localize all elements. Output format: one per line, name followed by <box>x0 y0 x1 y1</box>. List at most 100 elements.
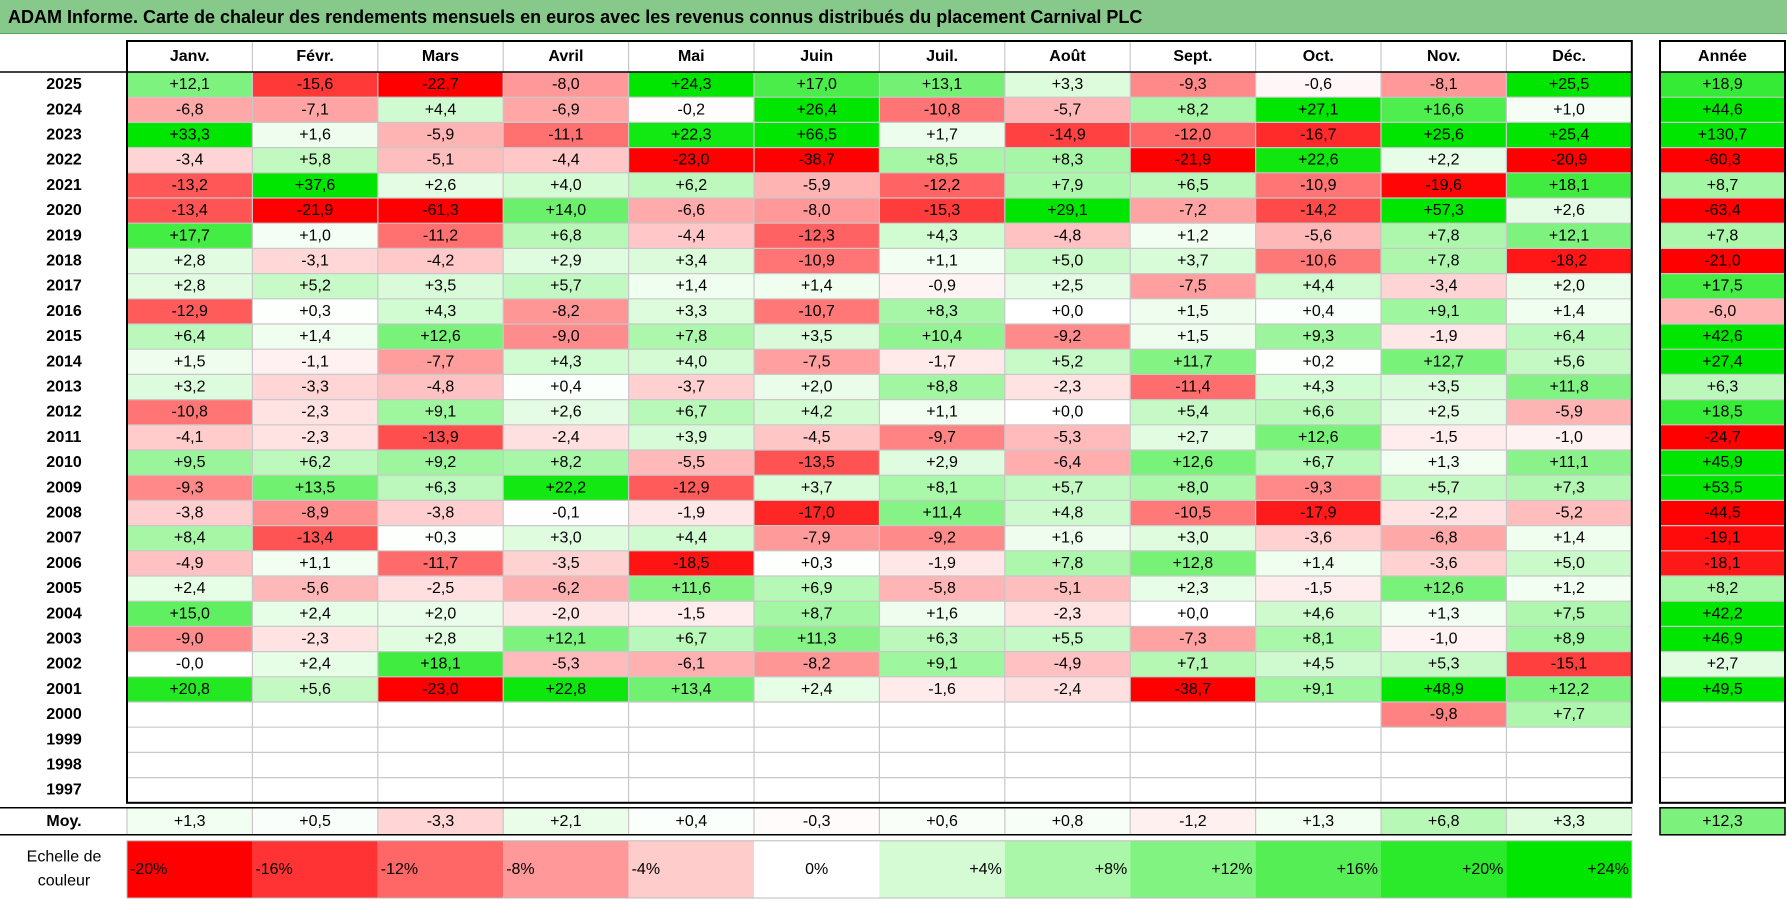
heatmap-cell <box>1381 147 1507 173</box>
year-label: 2000 <box>46 706 82 723</box>
heatmap-cell <box>879 777 1005 803</box>
cell-value: +12,8 <box>1173 555 1214 572</box>
scale-swatch <box>879 840 1005 898</box>
heatmap-cell <box>1004 727 1131 753</box>
heatmap-cell <box>628 97 754 123</box>
heatmap-cell <box>754 475 880 501</box>
year-label: 2022 <box>46 152 82 169</box>
cell-value: -8,0 <box>803 202 831 219</box>
annual-cell <box>1660 702 1785 728</box>
cell-value: +5,7 <box>1052 479 1084 496</box>
heatmap-cell <box>1255 298 1381 324</box>
annual-value: -60,3 <box>1704 152 1741 169</box>
scale-value: -4% <box>632 861 660 878</box>
heatmap-cell <box>252 273 378 299</box>
cell-value: +2,8 <box>174 253 206 270</box>
year-label: 2011 <box>47 429 82 446</box>
cell-value: +1,7 <box>926 127 958 144</box>
cell-value: -3,1 <box>301 253 329 270</box>
heatmap-cell <box>377 550 504 576</box>
heatmap-cell <box>1381 223 1507 249</box>
heatmap-cell <box>1255 349 1381 375</box>
cell-value: -38,7 <box>798 152 835 169</box>
heatmap-cell <box>1255 676 1381 702</box>
cell-value: -8,1 <box>1430 76 1458 93</box>
heatmap-cell <box>1255 248 1381 274</box>
heatmap-cell <box>252 122 378 148</box>
heatmap-cell <box>1381 172 1507 198</box>
heatmap-cell <box>1506 97 1632 123</box>
average-cell <box>377 807 504 835</box>
heatmap-cell <box>879 248 1005 274</box>
annual-value: -24,7 <box>1704 429 1741 446</box>
heatmap-cell <box>1255 399 1381 425</box>
heatmap-cell <box>1130 399 1256 425</box>
heatmap-cell <box>1381 273 1507 299</box>
annual-cell <box>1660 172 1785 198</box>
cell-value: -11,1 <box>548 127 583 144</box>
heatmap-cell <box>1004 777 1131 803</box>
cell-value: +1,6 <box>1052 530 1084 547</box>
heatmap-cell <box>252 626 378 652</box>
heatmap-cell <box>1506 500 1632 526</box>
heatmap-cell <box>503 752 629 778</box>
heatmap-cell <box>377 601 504 627</box>
cell-value: -10,9 <box>798 253 835 270</box>
heatmap-cell <box>754 374 880 400</box>
cell-value: -5,9 <box>803 177 831 194</box>
scale-value: 0% <box>805 861 828 878</box>
heatmap-cell <box>503 349 629 375</box>
heatmap-cell <box>127 676 253 702</box>
cell-value: +12,1 <box>169 76 210 93</box>
heatmap-cell <box>503 550 629 576</box>
heatmap-cell <box>252 172 378 198</box>
cell-value: -19,6 <box>1425 177 1462 194</box>
heatmap-cell <box>1381 525 1507 551</box>
month-header: Févr. <box>296 48 333 65</box>
heatmap-cell <box>377 676 504 702</box>
year-label: 2010 <box>46 454 82 471</box>
cell-value: +3,7 <box>1177 253 1209 270</box>
scale-value: +12% <box>1211 861 1252 878</box>
heatmap-cell <box>628 324 754 350</box>
heatmap-cell <box>377 298 504 324</box>
heatmap-cell <box>1004 475 1131 501</box>
cell-value: -13,2 <box>171 177 208 194</box>
heatmap-cell <box>1130 374 1256 400</box>
scale-swatch <box>1506 840 1632 898</box>
cell-value: -8,0 <box>552 76 580 93</box>
heatmap-cell <box>127 525 253 551</box>
average-value: +0,6 <box>926 813 958 830</box>
heatmap-cell <box>252 525 378 551</box>
cell-value: +8,5 <box>926 152 958 169</box>
heatmap-cell <box>1130 676 1256 702</box>
scale-value: +8% <box>1095 861 1127 878</box>
heatmap-cell <box>503 651 629 677</box>
cell-value: +5,2 <box>299 278 331 295</box>
cell-value: -11,7 <box>423 555 458 572</box>
annual-value: +42,6 <box>1702 328 1743 345</box>
cell-value: -8,2 <box>803 656 831 673</box>
heatmap-cell <box>1004 702 1131 728</box>
cell-value: -3,7 <box>678 379 706 396</box>
heatmap-cell <box>1506 273 1632 299</box>
scale-value: +4% <box>969 861 1001 878</box>
cell-value: +7,5 <box>1553 605 1585 622</box>
scale-value: +24% <box>1587 861 1628 878</box>
heatmap-cell <box>1381 450 1507 476</box>
heatmap-cell <box>252 349 378 375</box>
heatmap-cell <box>377 72 504 98</box>
month-header: Déc. <box>1552 48 1586 65</box>
heatmap-cell <box>252 147 378 173</box>
cell-value: +1,4 <box>801 278 833 295</box>
heatmap-cell <box>127 324 253 350</box>
cell-value: -61,3 <box>422 202 459 219</box>
annual-value: +17,5 <box>1702 278 1743 295</box>
cell-value: +1,3 <box>1428 605 1460 622</box>
cell-value: +6,3 <box>926 631 958 648</box>
heatmap-cell <box>503 399 629 425</box>
cell-value: +3,5 <box>801 328 833 345</box>
heatmap-cell <box>127 777 253 803</box>
cell-value: +5,6 <box>1553 353 1585 370</box>
annual-value: -6,0 <box>1709 303 1737 320</box>
